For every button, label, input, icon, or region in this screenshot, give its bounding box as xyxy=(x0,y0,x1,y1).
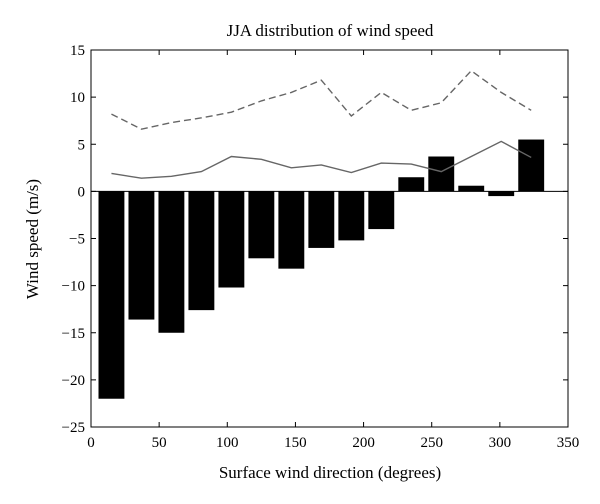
x-tick-label: 200 xyxy=(352,435,375,451)
y-tick-label: 15 xyxy=(70,43,85,59)
plot-frame xyxy=(90,49,569,428)
x-tick-label: 100 xyxy=(216,435,239,451)
solid-line xyxy=(111,140,532,179)
lines-group xyxy=(111,69,532,179)
bar-11 xyxy=(428,156,455,192)
y-axis-label: Wind speed (m/s) xyxy=(23,179,42,299)
dashed-line xyxy=(111,69,532,130)
bar-12 xyxy=(458,185,485,192)
y-tick-label: 10 xyxy=(70,90,85,106)
x-axis-label: Surface wind direction (degrees) xyxy=(219,463,441,482)
bar-1 xyxy=(128,191,155,320)
y-tick-label: −15 xyxy=(62,326,85,342)
y-tick-label: −25 xyxy=(62,420,85,436)
y-tick-label: 0 xyxy=(78,184,86,200)
bar-3 xyxy=(188,191,215,311)
bar-2 xyxy=(158,191,185,333)
x-tick-label: 250 xyxy=(420,435,443,451)
bar-0 xyxy=(98,191,125,399)
x-tick-label: 150 xyxy=(284,435,307,451)
y-tick-label: −20 xyxy=(62,373,85,389)
x-tick-label: 0 xyxy=(87,435,95,451)
bar-10 xyxy=(398,177,425,192)
bar-4 xyxy=(218,191,245,288)
bar-6 xyxy=(278,191,305,269)
bar-9 xyxy=(368,191,395,230)
bars-group xyxy=(98,139,545,399)
bar-13 xyxy=(488,191,515,197)
ticks-group: 0 50 100 150 200 250 300 350 −25 −20 −15 −10 −5 0 5 10 1… xyxy=(62,43,580,451)
x-tick-label: 300 xyxy=(489,435,512,451)
y-tick-label: 5 xyxy=(78,137,86,153)
bar-14 xyxy=(518,139,545,192)
chart-title: JJA distribution of wind speed xyxy=(227,21,434,40)
y-tick-label: −5 xyxy=(69,232,85,248)
bar-8 xyxy=(338,191,365,241)
bar-7 xyxy=(308,191,335,248)
x-tick-label: 350 xyxy=(557,435,580,451)
x-tick-label: 50 xyxy=(152,435,167,451)
y-tick-label: −10 xyxy=(62,279,85,295)
bar-5 xyxy=(248,191,275,259)
